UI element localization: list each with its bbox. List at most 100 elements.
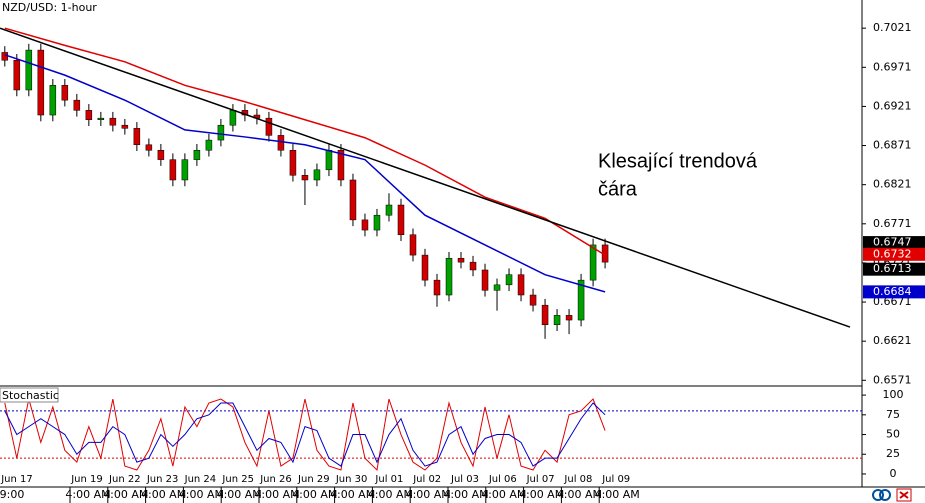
candle-body	[541, 304, 549, 325]
candle-body	[385, 204, 393, 216]
time-label: 4:00 AM	[481, 488, 526, 501]
y-tick-label: 0.7021	[873, 21, 912, 34]
date-label: Jun 23	[146, 474, 179, 485]
candle-body	[145, 144, 153, 151]
price-tag-label: 0.6713	[873, 262, 912, 275]
time-label: 4:00 AM	[443, 488, 488, 501]
time-label: 4:00 AM	[217, 488, 262, 501]
indicator-title: Stochastic	[2, 389, 59, 402]
candle-body	[397, 204, 405, 236]
price-tag	[863, 262, 925, 276]
candle-body	[289, 149, 297, 176]
stochastic-line	[4, 402, 606, 467]
close-icon-x	[899, 491, 909, 499]
time-label: 4:00 AM	[254, 488, 299, 501]
date-label: Jul 09	[601, 474, 630, 485]
indicator-title-bg	[0, 387, 59, 403]
date-label: Jun 24	[184, 474, 217, 485]
candle-body	[205, 139, 213, 151]
y-tick-label: 50	[886, 428, 900, 441]
candle-body	[313, 169, 321, 181]
candle-body	[325, 149, 333, 171]
candle-body	[481, 269, 489, 291]
time-label: 9:00	[0, 488, 24, 501]
candle-body	[265, 117, 273, 136]
time-label: 4:00 AM	[179, 488, 224, 501]
time-label: 4:00 AM	[292, 488, 337, 501]
price-line	[4, 54, 606, 293]
candle-body	[1, 52, 9, 61]
candle-body	[529, 294, 537, 306]
candle-body	[25, 49, 33, 91]
date-label: Jun 29	[297, 474, 330, 485]
time-label: 4:00 AM	[141, 488, 186, 501]
icons[interactable]	[872, 488, 912, 502]
candle-body	[457, 257, 465, 263]
date-label: Jul 03	[450, 474, 479, 485]
candle-body	[13, 60, 21, 91]
candle-body	[565, 315, 573, 321]
stochastic-line	[4, 398, 606, 472]
candle-body	[217, 124, 225, 141]
link-icon[interactable]	[879, 489, 891, 501]
title-bg	[0, 0, 96, 14]
candle-body	[505, 274, 513, 286]
link-icon[interactable]	[872, 489, 884, 501]
candle-body	[361, 219, 369, 231]
candle-body	[421, 254, 429, 281]
candle-body	[229, 110, 237, 126]
y-tick-label: 0.6621	[873, 334, 912, 347]
date-label: Jul 08	[563, 474, 592, 485]
date-label: Jun 19	[70, 474, 103, 485]
candle-body	[337, 149, 345, 181]
candle-body	[181, 159, 189, 181]
price-line	[0, 27, 851, 328]
candle-body	[85, 110, 93, 120]
candle-body	[277, 135, 285, 151]
candle-body	[577, 279, 585, 321]
date-label: Jun 22	[108, 474, 141, 485]
y-tick-label: 0	[890, 467, 897, 480]
date-label: Jul 02	[412, 474, 441, 485]
time-label: 4:00 AM	[330, 488, 375, 501]
candle-body	[61, 85, 69, 101]
y-tick-label: 0.6971	[873, 60, 912, 73]
date-label: Jul 01	[374, 474, 403, 485]
price-line	[4, 27, 606, 256]
chart-title: NZD/USD: 1-hour	[2, 1, 97, 14]
candle-body	[49, 85, 57, 116]
time-label: 4:00 AM	[557, 488, 602, 501]
date-label: Jun 25	[221, 474, 254, 485]
time-label: 4:00 AM	[519, 488, 564, 501]
candle-body	[373, 214, 381, 231]
price-tag-label: 0.6684	[873, 285, 912, 298]
candle-body	[73, 99, 81, 111]
price-tag	[863, 247, 925, 261]
y-tick-label: 0.6771	[873, 217, 912, 230]
candle-body	[493, 284, 501, 291]
time-label: 4:00 AM	[595, 488, 640, 501]
price-tag-label: 0.6732	[873, 247, 912, 260]
date-label: Jun 30	[335, 474, 368, 485]
candle-body	[121, 124, 129, 129]
candle-body	[37, 49, 45, 116]
y-tick-label: 25	[886, 447, 900, 460]
candle-body	[301, 175, 309, 181]
date-label: Jun 26	[259, 474, 292, 485]
date-label: Jun 17	[0, 474, 33, 485]
candle-body	[133, 128, 141, 146]
candle-body	[469, 261, 477, 271]
time-label: 4:00 AM	[368, 488, 413, 501]
candle-body	[169, 159, 177, 181]
y-tick-label: 75	[886, 408, 900, 421]
price-tag-label: 0.6747	[873, 236, 912, 249]
y-tick-label: 0.6571	[873, 373, 912, 386]
time-label: 4:00 AM	[65, 488, 110, 501]
time-label: 4:00 AM	[406, 488, 451, 501]
date-label: Jul 06	[488, 474, 517, 485]
y-tick-label: 0.6821	[873, 178, 912, 191]
candle-body	[193, 149, 201, 160]
candle-body	[109, 117, 117, 126]
